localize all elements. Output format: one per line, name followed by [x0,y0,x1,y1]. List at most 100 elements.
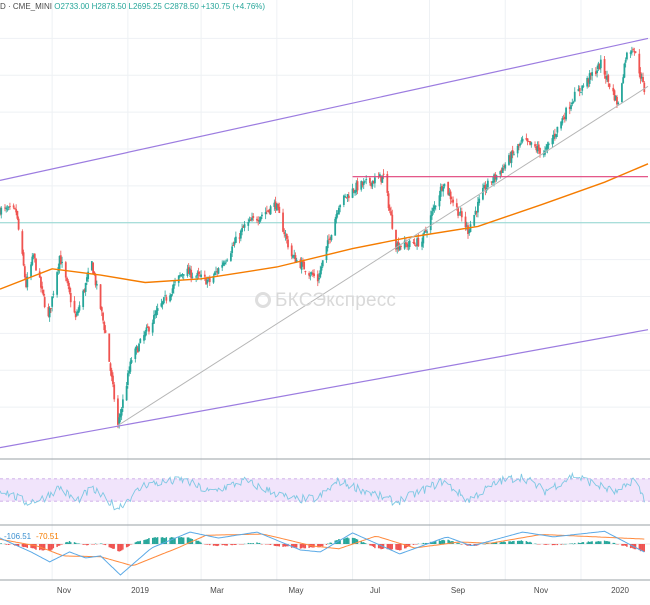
macd-hist-bar [604,541,605,544]
candle-body [570,105,572,109]
candle-body [69,287,71,293]
candle-body [513,154,515,155]
candle-body [357,181,359,190]
macd-hist-bar [500,542,501,544]
candle-body [334,219,336,236]
macd-hist-bar [598,541,599,544]
macd-hist-bar [154,537,155,544]
macd-hist-bar [546,544,547,545]
candle-body [344,196,346,197]
candle-body [319,270,321,277]
macd-hist-bar [43,544,44,550]
candle-body [198,272,200,274]
macd-hist-bar [461,544,462,545]
candle-body [321,267,323,271]
macd-hist-bar [1,543,2,544]
candle-body [241,228,243,232]
macd-hist-bar [269,544,270,545]
candle-body [638,54,640,74]
macd-hist-bar [166,537,167,544]
macd-hist-bar [223,544,224,545]
x-tick-label: 2020 [611,586,629,595]
macd-hist-bar [579,543,580,544]
macd-hist-bar [330,543,331,544]
macd-hist-bar [146,539,147,544]
macd-hist-bar [213,544,214,546]
candle-body [270,206,272,214]
macd-hist-bar [235,544,236,545]
macd-hist-bar [519,541,520,544]
macd-hist-bar [439,540,440,544]
candle-body [218,268,220,274]
candle-body [139,339,141,343]
macd-hist-bar [217,544,218,546]
candle-body [579,88,581,91]
macd-hist-bar [503,542,504,544]
candle-body [580,92,582,93]
macd-hist-bar [284,544,285,546]
macd-hist-bar [181,537,182,544]
macd-hist-bar [322,544,323,546]
candle-body [82,291,84,307]
macd-hist-bar [595,542,596,544]
macd-hist-bar [110,544,111,548]
macd-hist-bar [147,539,148,544]
candle-body [67,281,69,286]
macd-line [0,531,644,575]
macd-hist-bar [128,544,129,546]
macd-hist-bar [440,541,441,544]
macd-hist-bar [622,544,623,546]
candle-body [596,70,598,73]
macd-hist-bar [599,541,600,544]
candle-body [283,232,285,234]
macd-hist-bar [395,544,396,550]
macd-hist-bar [178,537,179,544]
candle-body [235,237,237,243]
macd-hist-bar [344,538,345,544]
candle-body [173,284,175,289]
candle-body [417,238,419,246]
candle-body [261,215,263,216]
macd-hist-bar [230,544,231,545]
candle-body [226,260,228,261]
macd-hist-bar [528,542,529,544]
candle-body [364,181,366,182]
candle-body [496,175,498,179]
macd-hist-bar [259,543,260,544]
macd-hist-bar [105,544,106,545]
macd-hist-bar [121,544,122,550]
macd-hist-bar [553,544,554,545]
candles [0,47,645,429]
candle-body [414,243,416,244]
candle-body [642,77,644,82]
candle-body [105,330,107,333]
candle-body [231,246,233,252]
macd-hist-bar [34,544,35,549]
macd-hist-bar [65,542,66,544]
macd-hist-bar [171,537,172,544]
candle-body [338,208,340,215]
macd-hist-bar [68,542,69,544]
candle-body [461,211,463,217]
macd-hist-bar [409,544,410,546]
candle-body [13,205,15,207]
candle-body [49,308,51,317]
macd-hist-bar [69,541,70,544]
macd-hist-bar [347,537,348,544]
macd-hist-bar [261,544,262,545]
macd-hist-bar [135,542,136,544]
moving-average-line [0,164,648,289]
macd-hist-bar [600,541,601,544]
candle-body [626,53,628,60]
candle-body [278,207,280,213]
candle-body [607,75,609,82]
candle-body [365,179,367,180]
candle-body [79,305,81,310]
macd-hist-bar [33,544,34,548]
macd-hist-bar [552,544,553,545]
candle-body [70,293,72,302]
x-tick-label: Jul [370,586,380,595]
macd-hist-bar [346,538,347,544]
candle-body [539,148,541,154]
candle-body [35,259,37,271]
